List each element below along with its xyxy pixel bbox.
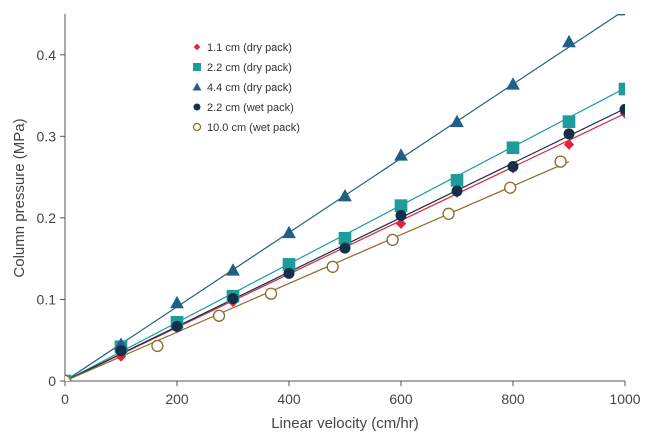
- data-point: [338, 231, 352, 245]
- data-point: [562, 115, 576, 128]
- fit-line: [65, 160, 570, 381]
- data-point: [563, 139, 575, 150]
- data-point: [65, 374, 72, 381]
- x-tick-label: 800: [501, 391, 525, 407]
- data-point: [264, 287, 278, 300]
- x-tick-label: 400: [277, 391, 301, 407]
- legend-label: 2.2 cm (dry pack): [207, 62, 292, 74]
- legend-label: 4.4 cm (dry pack): [207, 82, 292, 94]
- y-tick-label: 0.3: [37, 128, 57, 144]
- data-point: [554, 155, 567, 168]
- data-point: [386, 233, 399, 247]
- data-point: [282, 258, 296, 271]
- data-point: [170, 295, 184, 309]
- data-point: [192, 82, 202, 91]
- data-point: [338, 188, 352, 202]
- data-point: [451, 185, 463, 197]
- data-point: [395, 209, 407, 221]
- x-tick-label: 1000: [609, 391, 640, 407]
- y-axis-title: Column pressure (MPa): [11, 118, 28, 277]
- data-point: [442, 207, 455, 220]
- data-point: [226, 263, 240, 276]
- data-point: [506, 77, 520, 90]
- data-point: [450, 174, 464, 187]
- data-point: [506, 141, 520, 155]
- axes-group: 0 200 400 600 800 1000 0 0.1 0.2 0.3 0.4: [37, 14, 641, 407]
- data-point: [212, 309, 226, 322]
- data-point: [394, 199, 408, 212]
- y-tick-label: 0.4: [37, 47, 57, 63]
- data-point: [395, 218, 407, 229]
- data-point: [115, 345, 127, 357]
- legend-label: 10.0 cm (wet pack): [207, 122, 300, 134]
- legend-label: 1.1 cm (dry pack): [207, 42, 292, 54]
- data-point: [450, 114, 464, 128]
- data-point: [326, 260, 339, 273]
- data-point: [282, 225, 296, 239]
- data-point: [193, 43, 201, 51]
- data-point: [619, 103, 625, 115]
- data-point: [171, 320, 183, 332]
- data-point: [618, 82, 625, 96]
- data-point: [394, 148, 408, 161]
- markers-group: [65, 14, 625, 381]
- y-tick-label: 0.2: [37, 210, 57, 226]
- data-point: [507, 161, 519, 173]
- data-point: [192, 62, 202, 72]
- data-point: [283, 267, 295, 279]
- x-tick-label: 600: [389, 391, 413, 407]
- data-point: [192, 122, 202, 132]
- x-axis-title: Linear velocity (cm/hr): [271, 415, 419, 432]
- data-point: [227, 293, 239, 305]
- data-point: [339, 242, 351, 254]
- legend-label: 2.2 cm (wet pack): [207, 102, 294, 114]
- data-point: [562, 34, 576, 48]
- data-point: [151, 339, 164, 353]
- data-point: [618, 14, 625, 16]
- data-point: [193, 103, 201, 111]
- y-tick-label: 0: [48, 373, 56, 389]
- y-tick-label: 0.1: [37, 291, 57, 307]
- data-point: [504, 181, 517, 194]
- data-point: [563, 128, 575, 140]
- legend: 1.1 cm (dry pack) 2.2 cm (dry pack) 4.4 cm…: [192, 42, 300, 134]
- x-tick-label: 200: [165, 391, 189, 407]
- x-tick-label: 0: [61, 391, 69, 407]
